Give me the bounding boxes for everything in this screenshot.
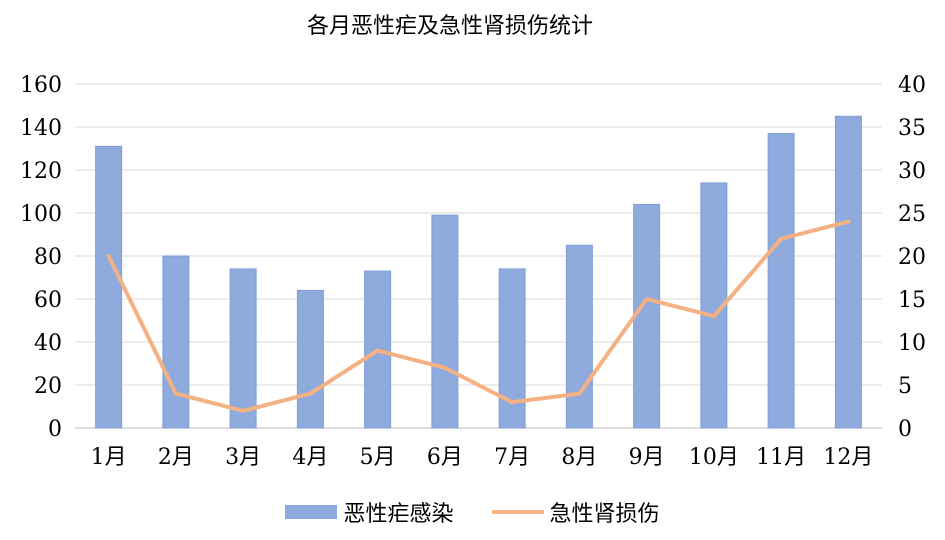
line-point[interactable] [711,314,716,319]
line-point[interactable] [779,236,784,241]
left-axis-tick-label: 160 [20,73,62,98]
x-axis-tick-label: 7月 [494,445,530,470]
line-series [106,219,851,413]
left-axis-tick-label: 20 [34,374,62,399]
left-axis-tick-label: 120 [20,159,62,184]
right-axis-tick-label: 15 [898,288,926,313]
bar-series [95,115,862,429]
legend-item-bar[interactable]: 恶性疟感染 [285,496,454,528]
left-axis-tick-label: 60 [34,288,62,313]
line-point[interactable] [577,391,582,396]
right-axis-tick-label: 35 [898,116,926,141]
legend: 恶性疟感染 急性肾损伤 [0,494,945,530]
line-point[interactable] [846,219,851,224]
left-axis: 0 20 40 60 80 100 120 140 160 [20,73,62,442]
left-axis-tick-label: 0 [48,417,62,442]
line-path[interactable] [106,219,851,413]
left-axis-tick-label: 100 [20,202,62,227]
right-axis: 0 5 10 15 20 25 30 35 40 [898,73,926,442]
x-axis-tick-label: 2月 [158,445,194,470]
x-axis: 1月 2月 3月 4月 5月 6月 7月 8月 9月 10月 11月 12月 [91,445,874,470]
x-axis-tick-label: 9月 [629,445,665,470]
legend-swatch-bar [285,505,338,519]
bar[interactable] [834,115,862,429]
x-axis-tick-label: 6月 [427,445,463,470]
legend-swatch-line [491,510,544,514]
bar[interactable] [431,214,459,429]
chart-title: 各月恶性疟及急性肾损伤统计 [306,14,593,39]
x-axis-tick-label: 10月 [689,445,739,470]
x-axis-tick-label: 12月 [823,445,873,470]
bar[interactable] [162,255,190,429]
right-axis-tick-label: 5 [898,374,912,399]
right-axis-tick-label: 10 [898,331,926,356]
bar[interactable] [95,145,123,429]
x-axis-tick-label: 1月 [91,445,127,470]
line-point[interactable] [510,400,515,405]
line-point[interactable] [308,391,313,396]
x-axis-tick-label: 11月 [756,445,806,470]
x-axis-tick-label: 4月 [292,445,328,470]
bar[interactable] [767,132,795,429]
bar[interactable] [633,203,661,429]
x-axis-tick-label: 8月 [561,445,597,470]
gridlines [75,83,882,429]
right-axis-tick-label: 20 [898,245,926,270]
bar[interactable] [565,244,593,429]
line-point[interactable] [375,348,380,353]
right-axis-tick-label: 25 [898,202,926,227]
line-point[interactable] [241,408,246,413]
line-point[interactable] [106,254,111,258]
right-axis-tick-label: 0 [898,417,912,442]
line-point[interactable] [173,391,178,396]
left-axis-tick-label: 40 [34,331,62,356]
bar[interactable] [229,268,257,429]
right-axis-tick-label: 30 [898,159,926,184]
x-axis-tick-label: 3月 [225,445,261,470]
legend-item-line[interactable]: 急性肾损伤 [491,496,660,528]
legend-label-bar: 恶性疟感染 [343,502,454,527]
x-axis-tick-label: 5月 [360,445,396,470]
line-point[interactable] [644,297,649,301]
legend-label-line: 急性肾损伤 [549,502,660,527]
left-axis-tick-label: 80 [34,245,62,270]
right-axis-tick-label: 40 [898,73,926,98]
bar[interactable] [296,289,324,429]
line-point[interactable] [442,365,447,370]
left-axis-tick-label: 140 [20,116,62,141]
